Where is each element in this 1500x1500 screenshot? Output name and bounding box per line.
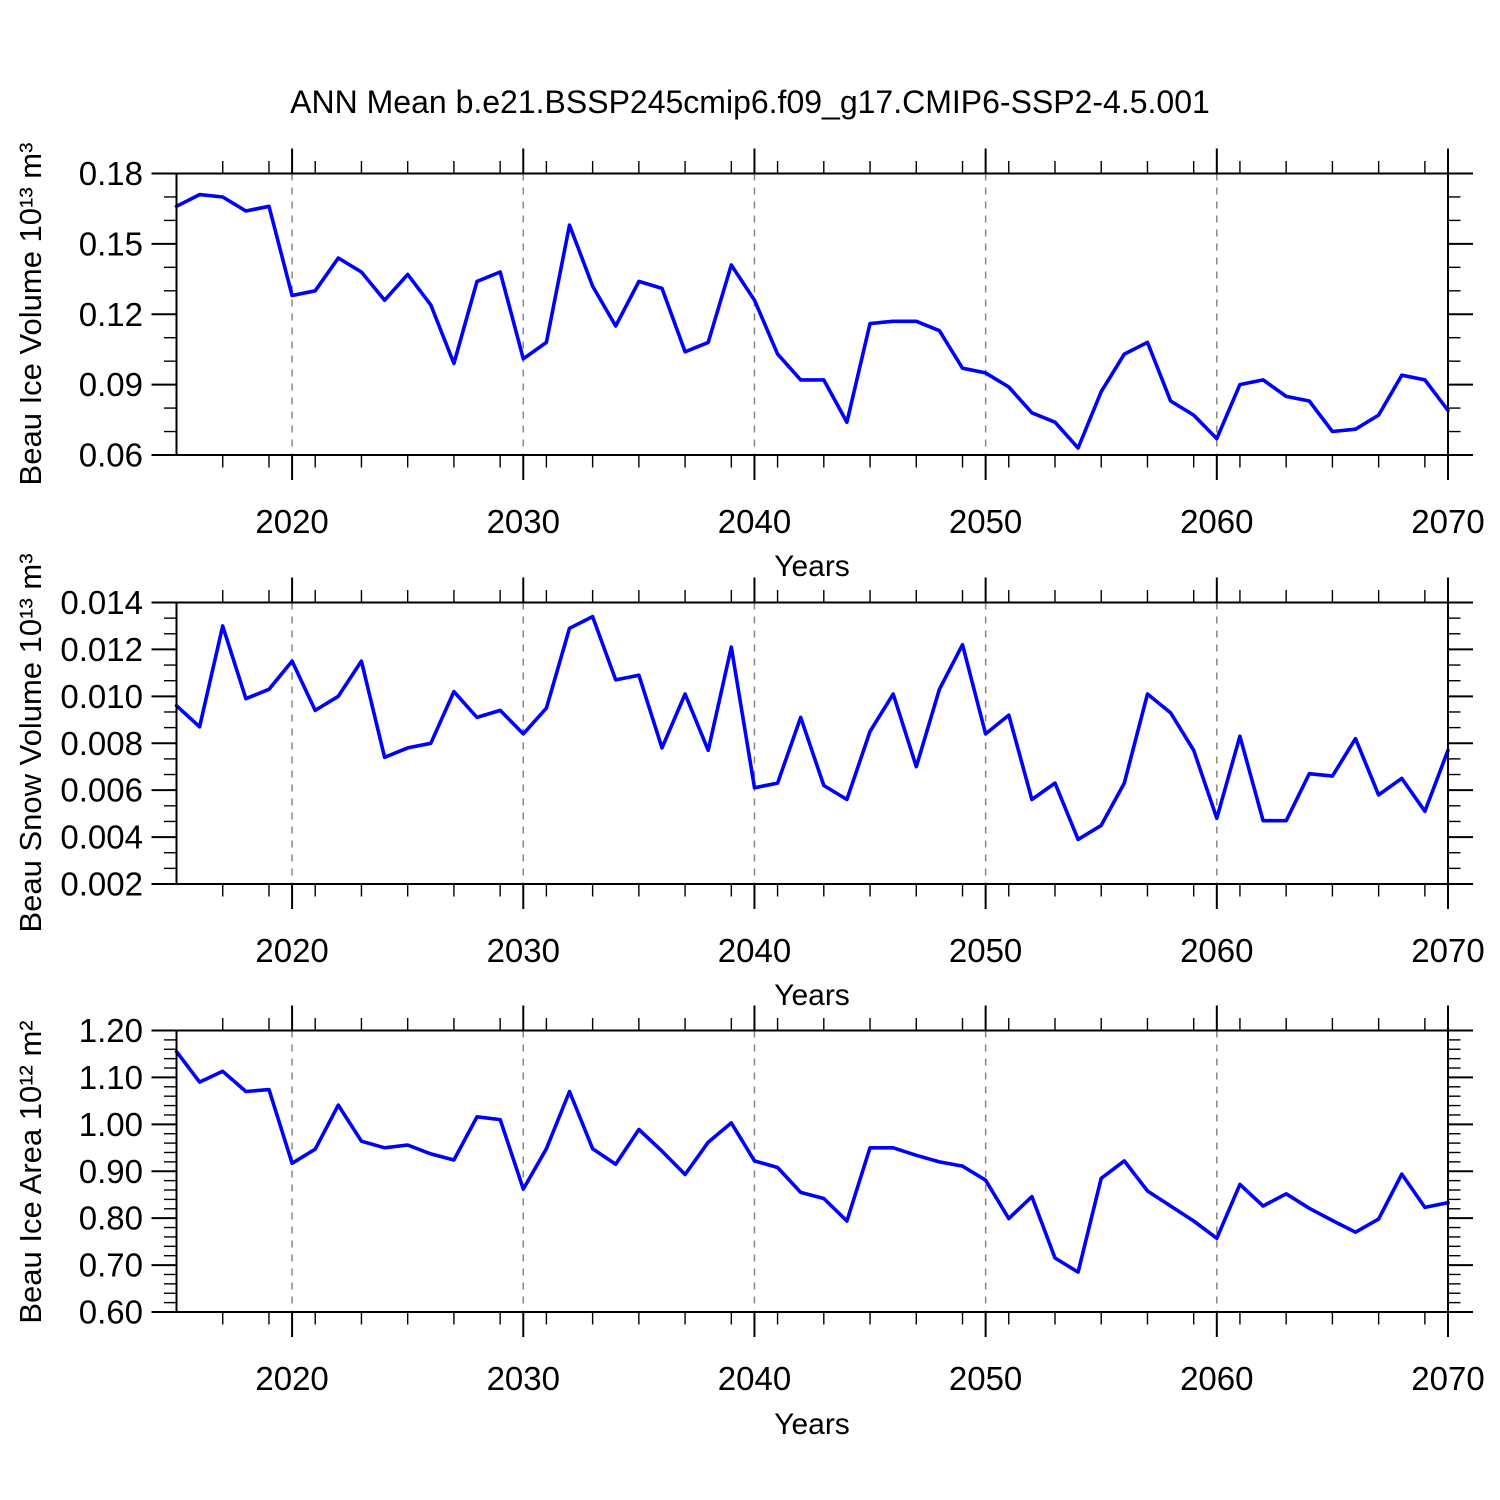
plot-frame bbox=[175, 172, 1449, 456]
y-axis-title-ice-area: Beau Ice Area 10¹² m² bbox=[13, 1020, 48, 1324]
x-tick-label: 2050 bbox=[949, 1360, 1022, 1397]
chart-beau-ice-area: 0.60 0.70 0.80 0.90 1.00 1.10 1.20 2020 2030 2040… bbox=[79, 1005, 1485, 1397]
x-tick-label: 2070 bbox=[1411, 503, 1484, 540]
y-tick-label: 1.20 bbox=[79, 1012, 143, 1049]
figure-title: ANN Mean b.e21.BSSP245cmip6.f09_g17.CMIP… bbox=[290, 84, 1210, 120]
y-tick-label: 0.12 bbox=[79, 296, 143, 333]
x-axis-title-ice-volume: Years bbox=[774, 550, 850, 583]
x-tick-label: 2040 bbox=[718, 932, 791, 969]
chart-beau-snow-volume: 0.002 0.004 0.006 0.008 0.010 0.012 0.014 2020 2… bbox=[60, 577, 1485, 969]
y-tick-label: 0.004 bbox=[60, 819, 143, 856]
y-tick-label: 0.012 bbox=[60, 631, 143, 668]
x-tick-label: 2020 bbox=[255, 1360, 328, 1397]
x-tick-label: 2030 bbox=[487, 932, 560, 969]
gridlines bbox=[291, 173, 1218, 455]
y-tick-label: 0.90 bbox=[79, 1153, 143, 1190]
beau-snow-volume-line bbox=[174, 614, 1450, 842]
plot-frame bbox=[175, 601, 1449, 885]
y-tick-label: 0.014 bbox=[60, 584, 143, 621]
y-tick-label: 0.010 bbox=[60, 678, 143, 715]
x-tick-label: 2060 bbox=[1180, 503, 1253, 540]
chart-beau-ice-volume: 0.06 0.09 0.12 0.15 0.18 2020 2030 2040 2050 2060… bbox=[79, 148, 1485, 540]
y-axis-title-ice-volume: Beau Ice Volume 10¹³ m³ bbox=[13, 142, 48, 486]
gridlines bbox=[291, 602, 1218, 884]
tick-labels: 0.002 0.004 0.006 0.008 0.010 0.012 0.014 2020 2… bbox=[60, 584, 1484, 969]
y-tick-label: 0.06 bbox=[79, 437, 143, 474]
y-tick-label: 0.80 bbox=[79, 1200, 143, 1237]
ticks bbox=[151, 1005, 1473, 1337]
beau-ice-volume-line bbox=[174, 192, 1450, 450]
plot-frame bbox=[175, 1029, 1449, 1313]
y-tick-label: 1.10 bbox=[79, 1059, 143, 1096]
x-axis-title-snow-volume: Years bbox=[774, 979, 850, 1012]
ticks bbox=[151, 577, 1473, 909]
x-tick-label: 2040 bbox=[718, 1360, 791, 1397]
y-tick-label: 0.70 bbox=[79, 1247, 143, 1284]
y-tick-label: 0.60 bbox=[79, 1294, 143, 1331]
y-tick-label: 0.008 bbox=[60, 725, 143, 762]
x-tick-label: 2020 bbox=[255, 932, 328, 969]
ticks bbox=[151, 148, 1473, 480]
y-tick-label: 0.002 bbox=[60, 866, 143, 903]
y-tick-label: 0.006 bbox=[60, 772, 143, 809]
x-tick-label: 2020 bbox=[255, 503, 328, 540]
y-tick-label: 1.00 bbox=[79, 1106, 143, 1143]
gridlines bbox=[291, 1030, 1218, 1312]
x-tick-label: 2050 bbox=[949, 503, 1022, 540]
y-tick-label: 0.09 bbox=[79, 366, 143, 403]
x-tick-label: 2070 bbox=[1411, 1360, 1484, 1397]
y-axis-title-snow-volume: Beau Snow Volume 10¹³ m³ bbox=[13, 553, 48, 933]
tick-labels: 0.06 0.09 0.12 0.15 0.18 2020 2030 2040 2050 2060… bbox=[79, 155, 1485, 540]
x-axis-title-ice-area: Years bbox=[774, 1408, 850, 1441]
x-tick-label: 2030 bbox=[487, 503, 560, 540]
x-tick-label: 2050 bbox=[949, 932, 1022, 969]
beau-ice-area-line bbox=[174, 1049, 1450, 1274]
x-tick-label: 2060 bbox=[1180, 932, 1253, 969]
x-tick-label: 2070 bbox=[1411, 932, 1484, 969]
x-tick-label: 2060 bbox=[1180, 1360, 1253, 1397]
y-tick-label: 0.18 bbox=[79, 155, 143, 192]
x-tick-label: 2040 bbox=[718, 503, 791, 540]
y-tick-label: 0.15 bbox=[79, 225, 143, 262]
tick-labels: 0.60 0.70 0.80 0.90 1.00 1.10 1.20 2020 2030 2040… bbox=[79, 1012, 1485, 1397]
x-tick-label: 2030 bbox=[487, 1360, 560, 1397]
